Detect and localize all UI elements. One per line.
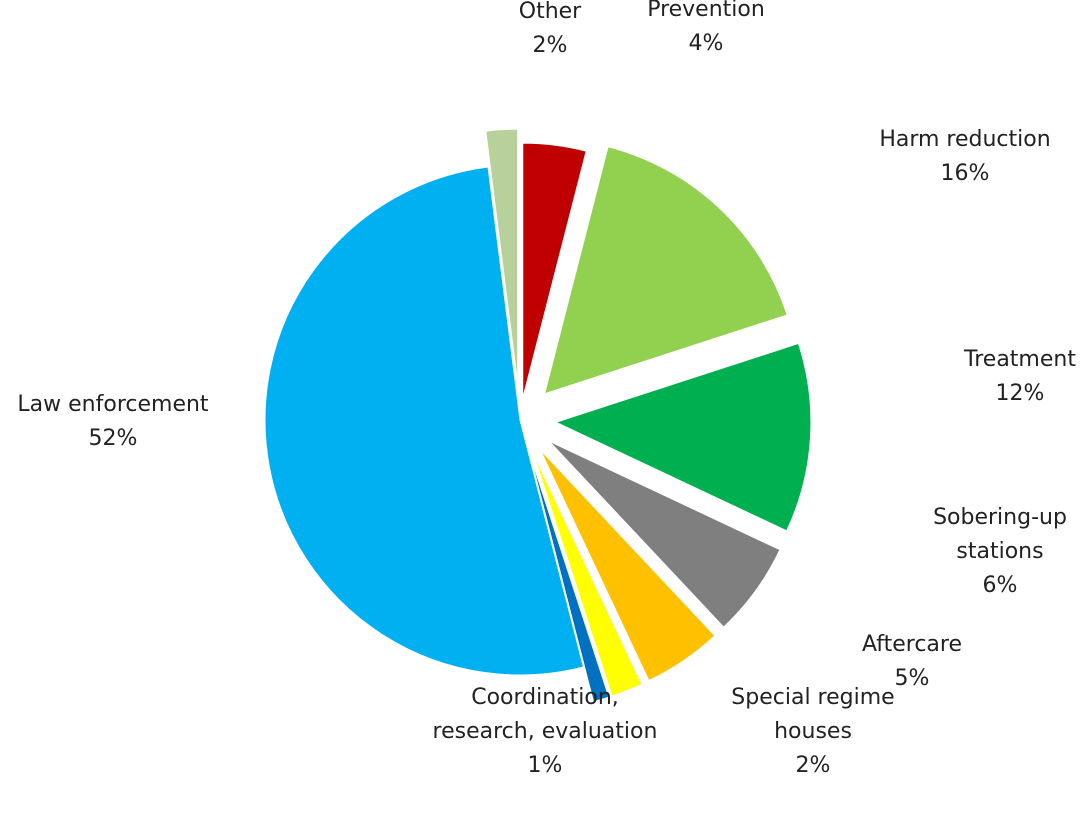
slice-label-6: Coordination, research, evaluation 1% bbox=[433, 685, 658, 778]
slice-label-line: Special regime bbox=[731, 685, 894, 710]
slice-label-3: Sobering-up stations 6% bbox=[933, 505, 1067, 598]
pie-slice-5 bbox=[532, 453, 643, 697]
pie-slice-6 bbox=[529, 454, 610, 703]
slice-label-line: houses bbox=[774, 719, 852, 744]
pie-labels: Prevention 4% Harm reduction 16% Treatment 12… bbox=[17, 0, 1076, 778]
slice-label-line: research, evaluation bbox=[433, 719, 658, 744]
slice-label-line: Treatment bbox=[963, 347, 1076, 372]
slice-label-line: Other bbox=[519, 0, 582, 24]
pie-slice-8 bbox=[485, 128, 519, 385]
pie-slice-1 bbox=[543, 146, 788, 395]
slice-label-line: 1% bbox=[528, 753, 563, 778]
slice-label-8: Other 2% bbox=[519, 0, 582, 58]
slice-label-line: 16% bbox=[941, 161, 990, 186]
slice-label-line: Prevention bbox=[647, 0, 765, 22]
pie-slice-0 bbox=[522, 142, 587, 399]
slice-label-line: 2% bbox=[796, 753, 831, 778]
slice-label-line: stations bbox=[956, 539, 1043, 564]
slice-label-line: 2% bbox=[533, 33, 568, 58]
pie-slices bbox=[264, 128, 812, 703]
slice-label-2: Treatment 12% bbox=[963, 347, 1076, 406]
slice-label-line: 6% bbox=[983, 573, 1018, 598]
pie-slice-2 bbox=[554, 342, 812, 532]
slice-label-line: 52% bbox=[89, 426, 138, 451]
slice-label-4: Aftercare 5% bbox=[862, 632, 962, 691]
slice-label-line: 5% bbox=[895, 666, 930, 691]
pie-slice-7 bbox=[264, 166, 585, 676]
slice-label-line: Law enforcement bbox=[17, 392, 209, 417]
slice-label-7: Law enforcement 52% bbox=[17, 392, 209, 451]
slice-label-line: Aftercare bbox=[862, 632, 962, 657]
slice-label-line: 12% bbox=[996, 381, 1045, 406]
slice-label-line: 4% bbox=[689, 31, 724, 56]
slice-label-0: Prevention 4% bbox=[647, 0, 765, 56]
slice-label-line: Sobering-up bbox=[933, 505, 1067, 530]
slice-label-line: Harm reduction bbox=[879, 127, 1050, 152]
slice-label-1: Harm reduction 16% bbox=[879, 127, 1050, 186]
slice-label-5: Special regime houses 2% bbox=[731, 685, 894, 778]
slice-label-line: Coordination, bbox=[471, 685, 619, 710]
pie-slice-4 bbox=[539, 449, 716, 682]
pie-slice-3 bbox=[548, 440, 781, 628]
